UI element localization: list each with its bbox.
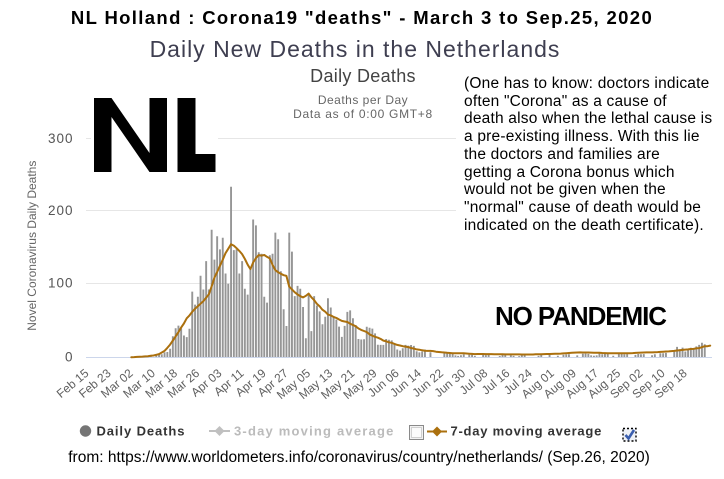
svg-text:7-day moving average: 7-day moving average	[451, 424, 603, 439]
svg-text:0: 0	[65, 350, 74, 365]
svg-text:Novel Coronavirus Daily Deaths: Novel Coronavirus Daily Deaths	[25, 161, 39, 331]
svg-text:Daily Deaths: Daily Deaths	[97, 424, 186, 439]
svg-text:200: 200	[48, 203, 74, 218]
svg-text:3-day moving average: 3-day moving average	[234, 424, 395, 439]
svg-text:100: 100	[48, 276, 74, 291]
svg-text:300: 300	[48, 131, 74, 146]
